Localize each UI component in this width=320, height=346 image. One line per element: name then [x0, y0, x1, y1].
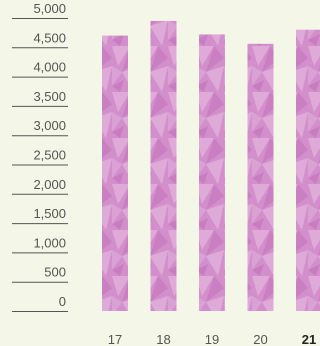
x-tick-label: 21: [302, 332, 316, 346]
y-tick-label: 0: [59, 294, 66, 309]
y-tick-label: 1,000: [33, 235, 66, 250]
x-tick-label: 17: [108, 332, 122, 346]
y-tick-label: 2,000: [33, 177, 66, 192]
y-tick-label: 1,500: [33, 206, 66, 221]
x-tick-label: 18: [156, 332, 170, 346]
y-tick-label: 5,000: [33, 1, 66, 16]
y-tick-label: 2,500: [33, 148, 66, 163]
bar-17: [102, 35, 128, 311]
y-tick-label: 4,500: [33, 30, 66, 45]
x-tick-label: 20: [253, 332, 267, 346]
bar-21: [296, 29, 320, 311]
y-tick-label: 500: [44, 265, 66, 280]
bar-18: [150, 20, 177, 312]
x-axis: 17 18 19 20 21: [108, 332, 316, 346]
bar-19: [199, 34, 225, 312]
y-tick-label: 4,000: [33, 60, 66, 75]
bars: [102, 20, 320, 312]
y-tick-label: 3,500: [33, 89, 66, 104]
x-tick-label: 19: [205, 332, 219, 346]
bar-20: [247, 43, 274, 312]
y-tick-label: 3,000: [33, 118, 66, 133]
y-axis: 5,000 4,500 4,000 3,500 3,000 2,500 2,000 1,500…: [12, 1, 68, 312]
